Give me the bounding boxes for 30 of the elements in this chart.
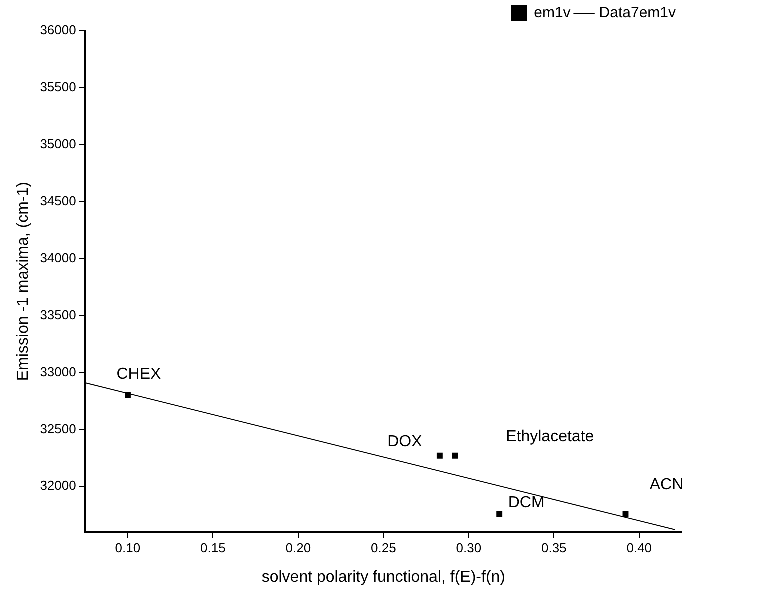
- y-tick-label: 32500: [40, 421, 76, 436]
- y-tick-label: 34500: [40, 193, 76, 208]
- x-tick-label: 0.40: [626, 540, 652, 556]
- y-tick-label: 35500: [40, 80, 76, 95]
- x-tick-label: 0.15: [200, 540, 226, 556]
- annotation: DCM: [508, 494, 545, 512]
- x-axis-title: solvent polarity functional, f(E)-f(n): [262, 568, 506, 586]
- y-tick-label: 35000: [40, 136, 76, 152]
- legend-label: em1v: [534, 4, 572, 22]
- y-tick-label: 33000: [40, 364, 76, 380]
- point: [124, 392, 131, 398]
- annotation: ACN: [650, 476, 684, 494]
- y-tick-label: 36000: [40, 22, 76, 38]
- x-tick-label: 0.25: [371, 540, 396, 556]
- legend-label: Data7em1v: [599, 4, 676, 22]
- y-tick-label: 34000: [40, 250, 76, 266]
- x-tick-label: 0.35: [541, 540, 567, 556]
- x-tick-label: 0.20: [286, 540, 312, 556]
- x-tick-label: 0.30: [456, 540, 482, 556]
- y-tick-label: 33500: [40, 307, 76, 322]
- point: [622, 511, 629, 517]
- x-tick-label: 0.10: [115, 540, 141, 556]
- point: [496, 511, 503, 517]
- point: [452, 452, 458, 459]
- point: [436, 452, 443, 459]
- annotation: DOX: [388, 433, 423, 450]
- y-axis-title: Emission -1 maxima, (cm-1): [15, 182, 32, 382]
- annotation: Ethylacetate: [506, 428, 594, 446]
- y-tick-label: 32000: [40, 478, 76, 494]
- annotation: CHEX: [116, 366, 162, 383]
